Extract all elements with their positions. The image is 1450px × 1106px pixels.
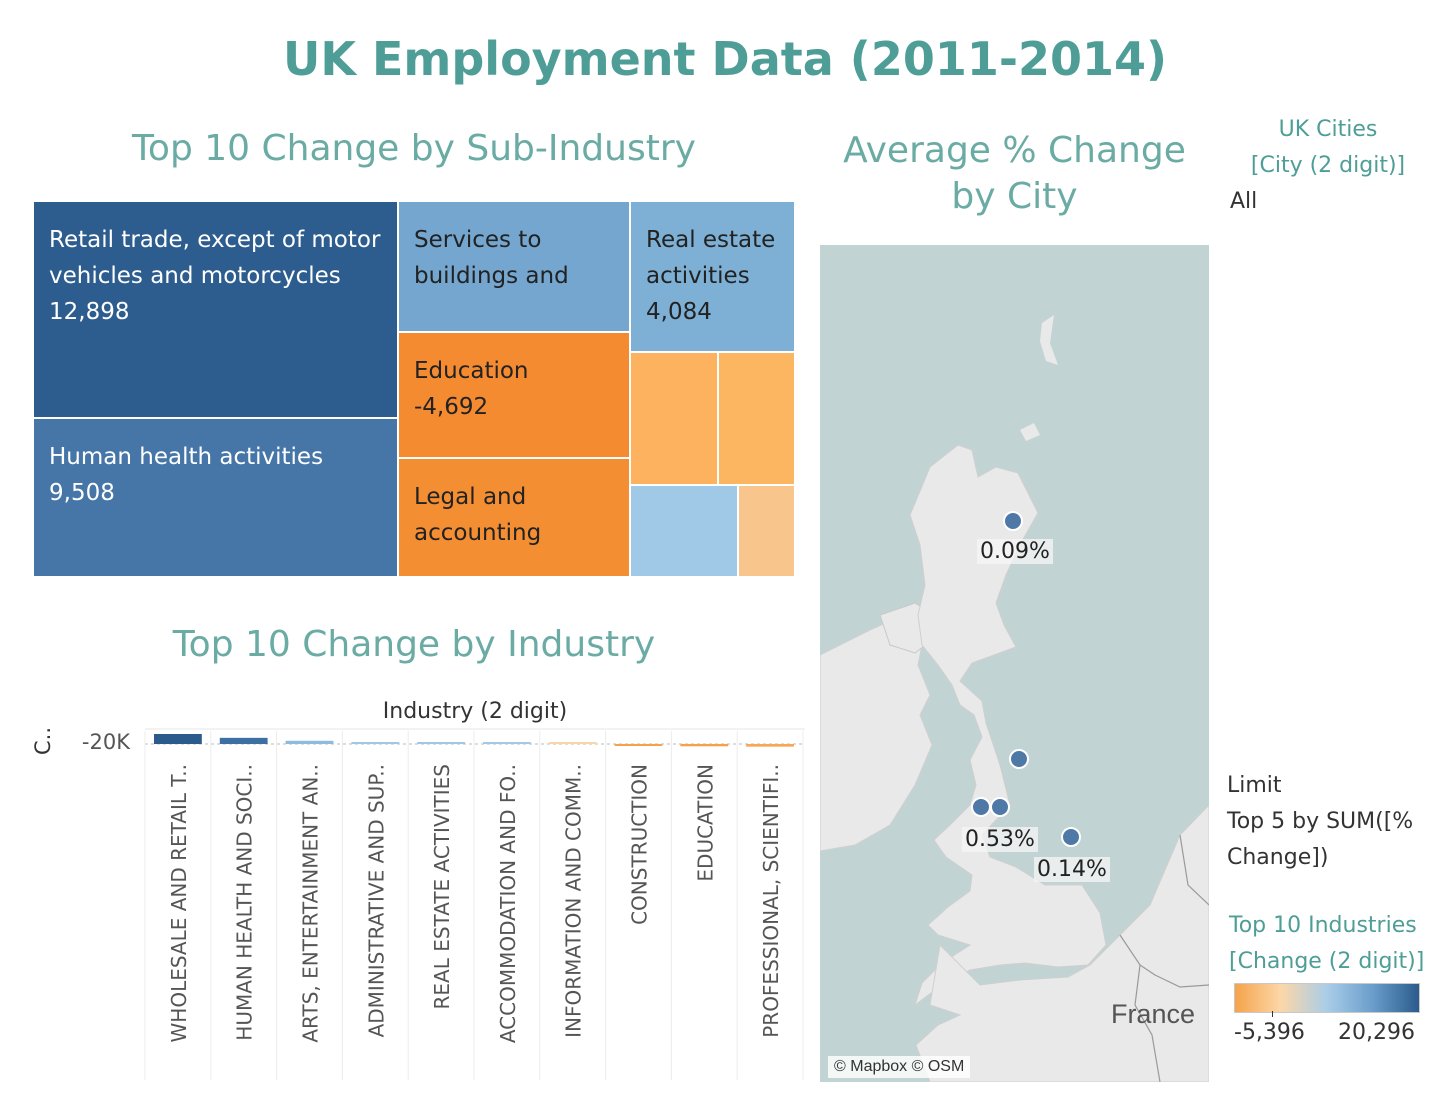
bar-chart-title: Top 10 Change by Industry <box>172 624 656 665</box>
city-point[interactable] <box>1009 749 1029 769</box>
treemap-tile-education[interactable]: Education -4,692 <box>398 332 630 458</box>
bar-category-label: INFORMATION AND COMM.. <box>562 764 586 1038</box>
page-title: UK Employment Data (2011-2014) <box>283 32 1167 86</box>
bar-5[interactable] <box>417 742 465 744</box>
city-point[interactable] <box>1061 827 1081 847</box>
france-label: France <box>1110 999 1195 1029</box>
bar-category-label: PROFESSIONAL, SCIENTIFI.. <box>759 764 783 1038</box>
map-attribution[interactable]: © Mapbox © OSM <box>828 1056 971 1078</box>
treemap: Retail trade, except of motor vehicles an… <box>33 201 795 577</box>
city-point[interactable] <box>1003 511 1023 531</box>
bar-2[interactable] <box>219 737 268 744</box>
treemap-tile-label: Education -4,692 <box>414 358 529 420</box>
city-point[interactable] <box>971 797 991 817</box>
bar-10[interactable] <box>746 744 794 747</box>
bar-category-label: EDUCATION <box>693 764 717 882</box>
color-legend-zero-tick <box>1272 1011 1273 1017</box>
color-legend-title: Top 10 Industries [Change (2 digit)] <box>1229 913 1425 974</box>
bar-category-label: ARTS, ENTERTAINMENT AN.. <box>299 764 323 1043</box>
treemap-tile-real-estate[interactable]: Real estate activities 4,084 <box>630 201 795 352</box>
treemap-tile-label: Legal and accounting <box>414 484 542 546</box>
city-filter-title: UK Cities [City (2 digit)] <box>1250 117 1406 178</box>
treemap-tile-human-health[interactable]: Human health activities 9,508 <box>33 418 398 577</box>
limit-info: Limit Top 5 by SUM([% Change]) <box>1227 773 1414 870</box>
bar-category-label: ADMINISTRATIVE AND SUP.. <box>364 764 388 1037</box>
treemap-tile-8[interactable] <box>718 352 795 485</box>
treemap-tile-label: Services to buildings and <box>414 227 569 289</box>
bar-y-tick-label: -20K <box>82 730 131 754</box>
bar-3[interactable] <box>285 740 334 744</box>
treemap-tile-retail-trade[interactable]: Retail trade, except of motor vehicles an… <box>33 201 398 418</box>
bar-6[interactable] <box>483 742 531 744</box>
city-point-label: 0.53% <box>962 827 1038 852</box>
map[interactable]: 0.09% 0.53% 0.14% France © Mapbox © OSM <box>820 245 1209 1082</box>
bar-4[interactable] <box>351 742 400 744</box>
europe-landmass <box>915 804 1209 1082</box>
treemap-tile-label: Real estate activities 4,084 <box>646 227 776 325</box>
bar-category-label: ACCOMMODATION AND FO.. <box>496 764 520 1043</box>
bar-y-axis-label: C.. <box>31 727 55 755</box>
bar-category-label: HUMAN HEALTH AND SOCI.. <box>233 764 257 1041</box>
shetland-islands <box>1040 315 1058 365</box>
bar-8[interactable] <box>614 744 663 746</box>
city-point[interactable] <box>990 797 1010 817</box>
color-legend-max: 20,296 <box>1338 1020 1415 1045</box>
bar-category-label: WHOLESALE AND RETAIL T.. <box>167 764 191 1042</box>
treemap-tile-label: Human health activities 9,508 <box>49 444 324 506</box>
map-geography <box>820 315 1209 1082</box>
city-point-label: 0.09% <box>977 539 1053 564</box>
color-legend-gradient[interactable] <box>1234 983 1420 1013</box>
bar-9[interactable] <box>680 744 729 747</box>
great-britain-landmass <box>909 444 1107 1007</box>
treemap-title: Top 10 Change by Sub-Industry <box>132 128 696 169</box>
treemap-tile-9[interactable] <box>630 485 738 577</box>
treemap-tile-10[interactable] <box>738 485 795 577</box>
treemap-tile-services-to-buildings[interactable]: Services to buildings and <box>398 201 630 332</box>
treemap-tile-7[interactable] <box>630 352 718 485</box>
treemap-tile-legal-accounting[interactable]: Legal and accounting <box>398 458 630 577</box>
country-borders <box>1119 834 1209 1082</box>
bar-1[interactable] <box>154 734 202 744</box>
color-legend-min: -5,396 <box>1234 1020 1305 1045</box>
bar-chart: Industry (2 digit) C.. -20K WHOLESALE AN… <box>31 699 805 1080</box>
bar-category-label: REAL ESTATE ACTIVITIES <box>430 764 454 1010</box>
map-title: Average % Change by City <box>843 130 1186 217</box>
city-point-label: 0.14% <box>1034 857 1110 882</box>
orkney-islands <box>1020 423 1040 441</box>
bar-category-label: CONSTRUCTION <box>628 764 652 925</box>
treemap-tile-label: Retail trade, except of motor vehicles an… <box>49 227 381 325</box>
bar-column-header: Industry (2 digit) <box>383 699 567 724</box>
bar-7[interactable] <box>548 742 597 744</box>
city-filter-value[interactable]: All <box>1230 189 1258 214</box>
